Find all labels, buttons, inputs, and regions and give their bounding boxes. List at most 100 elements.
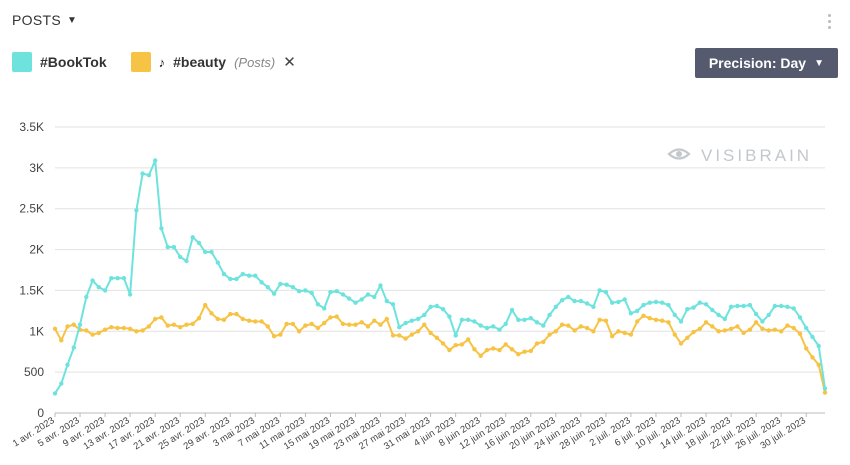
data-point-beauty[interactable] <box>384 316 389 322</box>
data-point-booktok[interactable] <box>90 278 95 283</box>
data-point-booktok[interactable] <box>228 276 233 282</box>
data-point-beauty[interactable] <box>797 331 803 336</box>
data-point-booktok[interactable] <box>453 333 458 338</box>
data-point-beauty[interactable] <box>728 326 734 331</box>
data-point-beauty[interactable] <box>196 316 202 321</box>
data-point-beauty[interactable] <box>278 332 283 337</box>
data-point-booktok[interactable] <box>478 323 483 328</box>
data-point-booktok[interactable] <box>322 306 327 311</box>
data-point-booktok[interactable] <box>109 276 114 281</box>
data-point-beauty[interactable] <box>153 316 158 322</box>
data-point-booktok[interactable] <box>672 312 677 318</box>
data-point-beauty[interactable] <box>65 324 70 329</box>
data-point-booktok[interactable] <box>753 311 759 317</box>
data-point-beauty[interactable] <box>59 338 64 343</box>
data-point-beauty[interactable] <box>271 334 277 339</box>
data-point-booktok[interactable] <box>509 307 515 313</box>
data-point-booktok[interactable] <box>528 316 533 321</box>
data-point-beauty[interactable] <box>322 320 327 326</box>
data-point-beauty[interactable] <box>171 322 177 327</box>
data-point-booktok[interactable] <box>52 391 58 396</box>
data-point-booktok[interactable] <box>541 323 546 328</box>
data-point-beauty[interactable] <box>96 330 102 336</box>
data-point-booktok[interactable] <box>403 320 408 326</box>
data-point-booktok[interactable] <box>221 271 227 277</box>
data-point-booktok[interactable] <box>84 294 89 300</box>
data-point-booktok[interactable] <box>359 297 364 302</box>
data-point-beauty[interactable] <box>165 323 170 328</box>
data-point-beauty[interactable] <box>603 318 609 323</box>
data-point-beauty[interactable] <box>522 349 527 354</box>
data-point-booktok[interactable] <box>134 208 139 213</box>
data-point-beauty[interactable] <box>779 329 784 334</box>
data-point-beauty[interactable] <box>409 332 414 337</box>
legend-item-beauty[interactable]: ♪ #beauty (Posts) ✕ <box>130 52 296 72</box>
data-point-beauty[interactable] <box>453 343 458 348</box>
data-point-beauty[interactable] <box>559 322 565 327</box>
data-point-booktok[interactable] <box>59 381 64 386</box>
data-point-booktok[interactable] <box>171 244 177 250</box>
data-point-booktok[interactable] <box>365 292 371 297</box>
data-point-beauty[interactable] <box>610 334 615 339</box>
data-point-booktok[interactable] <box>628 311 634 316</box>
data-point-beauty[interactable] <box>622 330 627 336</box>
data-point-beauty[interactable] <box>710 324 715 329</box>
data-point-beauty[interactable] <box>403 336 408 341</box>
data-point-booktok[interactable] <box>804 325 809 331</box>
data-point-booktok[interactable] <box>284 282 289 287</box>
data-point-booktok[interactable] <box>303 288 308 293</box>
data-point-beauty[interactable] <box>315 325 321 331</box>
data-point-booktok[interactable] <box>409 318 414 323</box>
data-point-booktok[interactable] <box>660 300 665 305</box>
data-point-beauty[interactable] <box>672 332 677 337</box>
data-point-beauty[interactable] <box>71 322 77 327</box>
data-point-beauty[interactable] <box>296 329 302 334</box>
data-point-beauty[interactable] <box>491 346 496 351</box>
data-point-booktok[interactable] <box>215 260 220 265</box>
data-point-booktok[interactable] <box>184 258 189 264</box>
data-point-beauty[interactable] <box>528 348 533 354</box>
data-point-booktok[interactable] <box>466 317 471 322</box>
data-point-booktok[interactable] <box>246 273 252 278</box>
data-point-booktok[interactable] <box>415 316 421 322</box>
data-point-beauty[interactable] <box>428 330 433 336</box>
data-point-beauty[interactable] <box>253 319 258 324</box>
data-point-booktok[interactable] <box>428 304 433 309</box>
data-point-beauty[interactable] <box>372 318 377 323</box>
data-point-beauty[interactable] <box>566 323 571 328</box>
data-point-booktok[interactable] <box>747 302 753 308</box>
data-point-beauty[interactable] <box>228 311 233 317</box>
data-point-booktok[interactable] <box>822 386 828 391</box>
data-point-beauty[interactable] <box>497 347 502 353</box>
data-point-booktok[interactable] <box>516 317 521 322</box>
data-point-booktok[interactable] <box>334 289 339 294</box>
data-point-beauty[interactable] <box>503 342 508 347</box>
data-point-beauty[interactable] <box>472 347 477 352</box>
data-point-booktok[interactable] <box>779 303 784 309</box>
data-point-booktok[interactable] <box>616 299 621 305</box>
data-point-booktok[interactable] <box>578 298 584 304</box>
data-point-beauty[interactable] <box>365 324 371 329</box>
data-point-booktok[interactable] <box>810 334 815 340</box>
data-point-booktok[interactable] <box>127 292 133 297</box>
data-point-booktok[interactable] <box>503 321 508 327</box>
data-point-beauty[interactable] <box>434 335 440 340</box>
data-point-beauty[interactable] <box>653 317 659 322</box>
data-point-booktok[interactable] <box>491 324 496 329</box>
data-point-booktok[interactable] <box>165 244 170 250</box>
data-point-booktok[interactable] <box>766 312 771 318</box>
data-point-booktok[interactable] <box>178 254 183 260</box>
data-point-beauty[interactable] <box>303 323 308 328</box>
data-point-beauty[interactable] <box>822 390 828 395</box>
data-point-booktok[interactable] <box>653 299 659 305</box>
data-point-beauty[interactable] <box>397 333 402 338</box>
data-point-booktok[interactable] <box>390 302 396 307</box>
chart-header[interactable]: POSTS ▼ <box>12 12 77 28</box>
data-point-booktok[interactable] <box>159 226 164 231</box>
data-point-booktok[interactable] <box>566 294 571 300</box>
data-point-beauty[interactable] <box>616 329 621 334</box>
data-point-booktok[interactable] <box>497 327 502 332</box>
data-point-booktok[interactable] <box>760 319 765 324</box>
data-point-booktok[interactable] <box>610 300 615 305</box>
data-point-beauty[interactable] <box>591 329 596 334</box>
